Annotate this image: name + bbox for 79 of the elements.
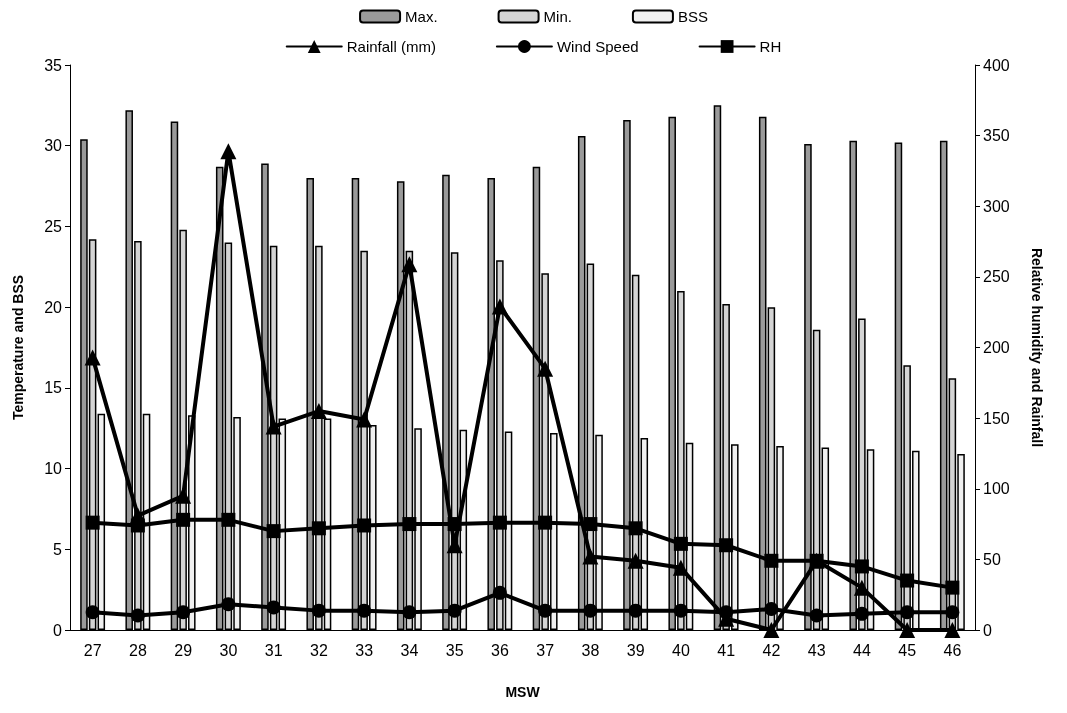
point [221,512,236,527]
point [401,256,418,273]
legend-label: Min. [543,8,572,25]
x-tick-label: 41 [717,641,736,659]
y2-tick-label: 100 [983,480,1010,498]
point [673,536,688,551]
point [357,518,372,533]
point [628,521,643,536]
y-tick-label: 15 [44,379,63,397]
point [899,622,916,638]
y-tick-label: 30 [44,137,63,155]
point [719,538,734,553]
legend-label: Rainfall (mm) [346,38,436,55]
y-tick-label: 25 [44,217,63,235]
y-tick-label: 35 [44,56,63,74]
point [944,622,961,638]
x-tick-label: 44 [852,641,871,659]
y2-tick-label: 350 [983,127,1010,145]
point [176,512,191,527]
point [763,622,780,638]
y2-tick-label: 50 [983,550,1001,568]
point [672,559,689,576]
point [402,517,417,532]
x-axis-title: MSW [505,684,541,700]
x-tick-label: 39 [626,641,645,659]
point [900,573,915,588]
point [764,553,779,568]
point [538,515,553,530]
legend-label: BSS [677,8,708,25]
y-tick-label: 0 [53,621,63,639]
x-tick-label: 40 [671,641,690,659]
x-tick-label: 31 [264,641,283,659]
x-tick-label: 29 [174,641,193,659]
point [220,143,237,160]
y-tick-label: 5 [53,540,63,558]
point [130,518,145,533]
point [447,517,462,532]
point [583,517,598,532]
y2-tick-label: 200 [983,339,1010,356]
x-tick-label: 30 [219,641,238,659]
point [582,548,599,565]
x-tick-label: 45 [898,641,917,659]
point [537,360,554,377]
point [854,559,869,574]
y2-axis-title: Relative humidity and Rainfall [1029,247,1045,448]
x-tick-label: 28 [128,641,147,659]
x-tick-label: 35 [445,641,464,659]
point [491,298,508,315]
x-tick-label: 33 [355,641,374,659]
y-axis-title: Temperature and BSS [10,274,26,421]
x-tick-label: 38 [581,641,600,659]
x-tick-label: 36 [490,641,509,659]
legend-label: RH [759,38,782,55]
point [310,403,327,420]
y2-tick-label: 400 [983,56,1010,74]
point [84,349,101,366]
y-tick-label: 10 [44,460,63,478]
point [265,418,282,435]
y2-tick-label: 0 [983,621,992,639]
x-tick-label: 37 [536,641,555,659]
x-tick-label: 27 [83,641,102,659]
point [492,515,507,530]
point [85,515,100,530]
x-tick-label: 34 [400,641,419,659]
y-tick-label: 20 [44,298,63,316]
point [266,524,281,539]
x-tick-label: 32 [309,641,328,659]
point [627,552,644,569]
point [311,521,326,536]
x-tick-label: 46 [943,641,962,659]
y2-tick-label: 300 [983,197,1010,215]
y2-tick-label: 150 [983,409,1010,427]
point [945,580,960,595]
x-tick-label: 42 [762,641,781,659]
x-tick-label: 43 [807,641,826,659]
legend-label: Max. [405,8,438,25]
legend-label: Wind Speed [556,38,639,55]
y2-tick-label: 250 [983,268,1010,286]
point [356,411,373,428]
